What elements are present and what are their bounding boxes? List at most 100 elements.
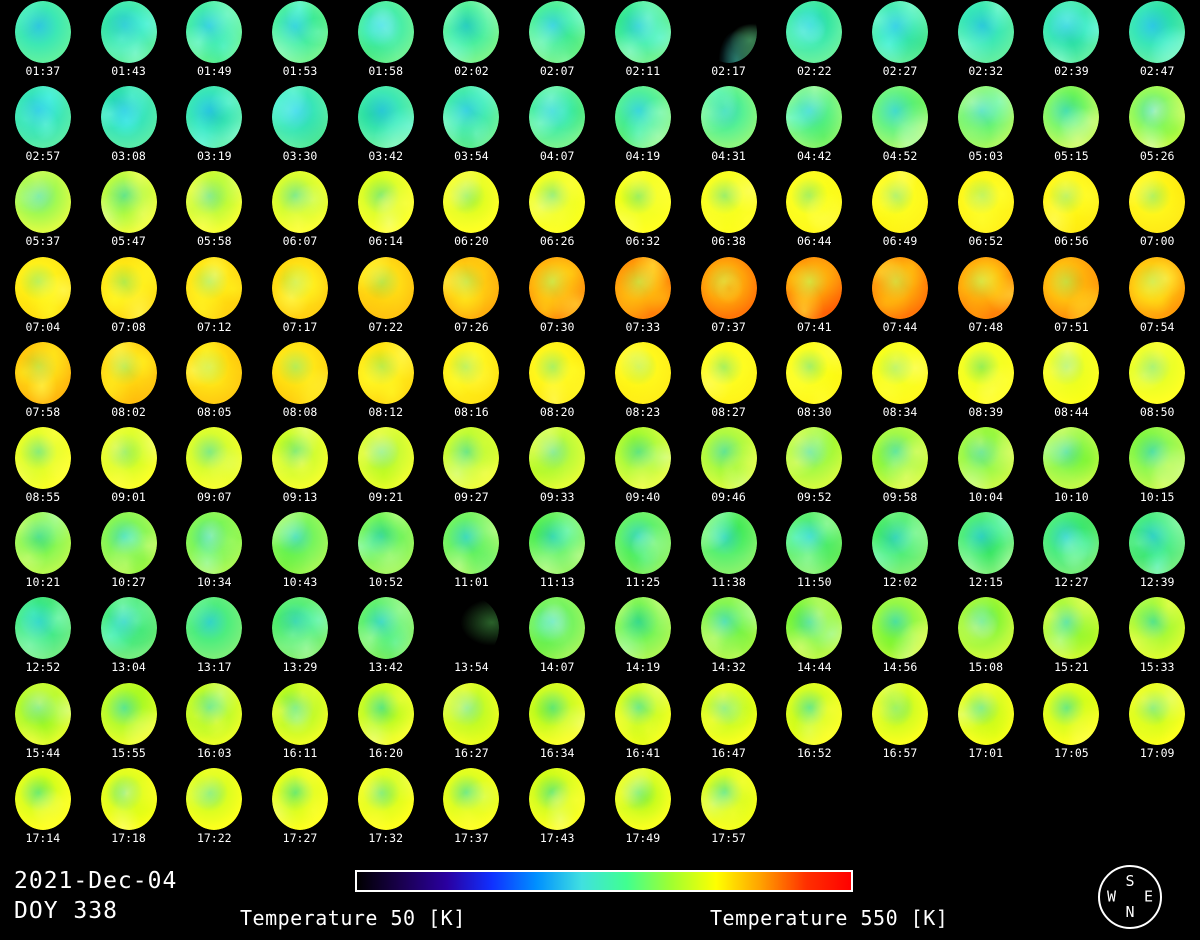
disk-panel[interactable]: 03:42	[343, 85, 429, 170]
disk-panel[interactable]: 17:05	[1029, 682, 1115, 767]
planetary-disk-image[interactable]	[700, 767, 757, 830]
planetary-disk-image[interactable]	[614, 171, 671, 234]
disk-panel[interactable]: 16:57	[857, 682, 943, 767]
disk-panel[interactable]: 07:58	[0, 341, 86, 426]
disk-panel[interactable]: 08:27	[686, 341, 772, 426]
planetary-disk-image[interactable]	[443, 341, 500, 404]
disk-panel[interactable]: 04:52	[857, 85, 943, 170]
disk-panel[interactable]: 04:19	[600, 85, 686, 170]
disk-panel[interactable]: 11:01	[429, 511, 515, 596]
disk-panel[interactable]: 06:38	[686, 170, 772, 255]
disk-panel[interactable]: 08:44	[1029, 341, 1115, 426]
disk-panel[interactable]: 12:52	[0, 596, 86, 681]
disk-panel[interactable]: 07:08	[86, 256, 172, 341]
disk-panel[interactable]: 15:21	[1029, 596, 1115, 681]
planetary-disk-image[interactable]	[14, 86, 71, 149]
disk-panel[interactable]: 08:20	[514, 341, 600, 426]
disk-panel[interactable]: 06:07	[257, 170, 343, 255]
planetary-disk-image[interactable]	[786, 341, 843, 404]
disk-panel[interactable]: 11:50	[771, 511, 857, 596]
disk-panel[interactable]: 04:31	[686, 85, 772, 170]
planetary-disk-image[interactable]	[271, 597, 328, 660]
disk-panel[interactable]: 13:54	[429, 596, 515, 681]
planetary-disk-image[interactable]	[957, 512, 1014, 575]
planetary-disk-image[interactable]	[1129, 426, 1186, 489]
planetary-disk-image[interactable]	[957, 597, 1014, 660]
planetary-disk-image[interactable]	[871, 1, 928, 63]
planetary-disk-image[interactable]	[1129, 682, 1186, 745]
planetary-disk-image[interactable]	[1129, 512, 1186, 575]
disk-panel[interactable]: 02:07	[514, 0, 600, 85]
planetary-disk-image[interactable]	[271, 1, 328, 63]
disk-panel[interactable]: 17:49	[600, 767, 686, 852]
planetary-disk-image[interactable]	[186, 86, 243, 149]
planetary-disk-image[interactable]	[357, 256, 414, 319]
planetary-disk-image[interactable]	[700, 597, 757, 660]
disk-panel[interactable]: 03:19	[171, 85, 257, 170]
planetary-disk-image[interactable]	[786, 1, 843, 63]
planetary-disk-image[interactable]	[100, 512, 157, 575]
disk-panel[interactable]: 06:20	[429, 170, 515, 255]
disk-panel[interactable]: 12:02	[857, 511, 943, 596]
planetary-disk-image[interactable]	[14, 682, 71, 745]
planetary-disk-image[interactable]	[700, 341, 757, 404]
planetary-disk-image[interactable]	[357, 767, 414, 830]
planetary-disk-image[interactable]	[100, 426, 157, 489]
disk-panel[interactable]: 06:44	[771, 170, 857, 255]
planetary-disk-image[interactable]	[271, 682, 328, 745]
disk-panel[interactable]: 10:27	[86, 511, 172, 596]
planetary-disk-image[interactable]	[357, 682, 414, 745]
disk-panel[interactable]: 14:56	[857, 596, 943, 681]
disk-panel[interactable]: 09:46	[686, 426, 772, 511]
planetary-disk-image[interactable]	[186, 341, 243, 404]
planetary-disk-image[interactable]	[443, 682, 500, 745]
planetary-disk-image[interactable]	[186, 682, 243, 745]
planetary-disk-image[interactable]	[700, 256, 757, 319]
planetary-disk-image[interactable]	[443, 767, 500, 830]
disk-panel[interactable]: 02:11	[600, 0, 686, 85]
planetary-disk-image[interactable]	[614, 512, 671, 575]
disk-panel[interactable]: 10:52	[343, 511, 429, 596]
disk-panel[interactable]: 10:04	[943, 426, 1029, 511]
disk-panel[interactable]: 08:02	[86, 341, 172, 426]
planetary-disk-image[interactable]	[614, 682, 671, 745]
planetary-disk-image[interactable]	[700, 171, 757, 234]
planetary-disk-image[interactable]	[357, 512, 414, 575]
disk-panel[interactable]: 02:22	[771, 0, 857, 85]
disk-panel[interactable]: 11:38	[686, 511, 772, 596]
planetary-disk-image[interactable]	[871, 341, 928, 404]
disk-panel[interactable]: 06:56	[1029, 170, 1115, 255]
disk-panel[interactable]: 16:03	[171, 682, 257, 767]
planetary-disk-image[interactable]	[871, 86, 928, 149]
disk-panel[interactable]: 02:17	[686, 0, 772, 85]
planetary-disk-image[interactable]	[871, 682, 928, 745]
planetary-disk-image[interactable]	[614, 426, 671, 489]
disk-panel[interactable]: 17:43	[514, 767, 600, 852]
planetary-disk-image[interactable]	[1129, 341, 1186, 404]
planetary-disk-image[interactable]	[614, 767, 671, 830]
planetary-disk-image[interactable]	[529, 256, 586, 319]
planetary-disk-image[interactable]	[357, 86, 414, 149]
disk-panel[interactable]: 02:32	[943, 0, 1029, 85]
planetary-disk-image[interactable]	[1043, 426, 1100, 489]
planetary-disk-image[interactable]	[871, 512, 928, 575]
disk-panel[interactable]: 10:21	[0, 511, 86, 596]
disk-panel[interactable]: 12:15	[943, 511, 1029, 596]
disk-panel[interactable]: 08:23	[600, 341, 686, 426]
disk-panel[interactable]: 15:55	[86, 682, 172, 767]
planetary-disk-image[interactable]	[100, 767, 157, 830]
disk-panel[interactable]: 07:44	[857, 256, 943, 341]
disk-panel[interactable]: 16:47	[686, 682, 772, 767]
disk-panel[interactable]: 13:04	[86, 596, 172, 681]
disk-panel[interactable]: 05:37	[0, 170, 86, 255]
planetary-disk-image[interactable]	[871, 256, 928, 319]
disk-panel[interactable]: 08:16	[429, 341, 515, 426]
planetary-disk-image[interactable]	[14, 426, 71, 489]
disk-panel[interactable]: 17:22	[171, 767, 257, 852]
disk-panel[interactable]: 05:47	[86, 170, 172, 255]
planetary-disk-image[interactable]	[271, 767, 328, 830]
planetary-disk-image[interactable]	[786, 512, 843, 575]
disk-panel[interactable]: 06:26	[514, 170, 600, 255]
planetary-disk-image[interactable]	[1043, 86, 1100, 149]
planetary-disk-image[interactable]	[529, 86, 586, 149]
